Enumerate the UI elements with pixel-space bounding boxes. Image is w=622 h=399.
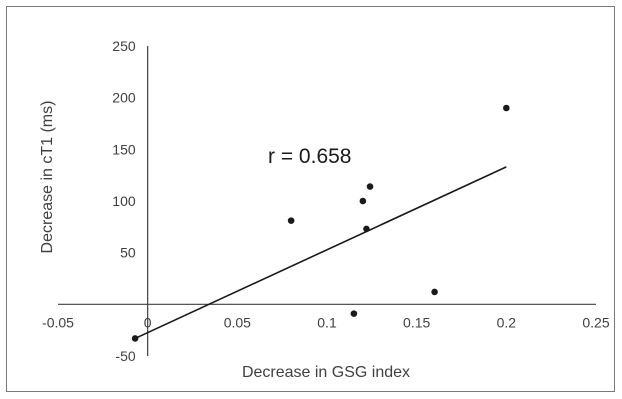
trendline-group — [134, 166, 507, 340]
data-points — [131, 104, 510, 342]
x-tick-label: -0.05 — [42, 314, 74, 330]
y-tick-label: -50 — [115, 348, 135, 364]
y-tick-label: 250 — [112, 38, 136, 54]
x-axis-title: Decrease in GSG index — [242, 364, 410, 381]
axes — [58, 46, 596, 356]
tick-labels: -0.05 0 0.05 0.1 0.15 0.2 0.25 -50 50 100 150 200 25… — [42, 38, 610, 364]
x-tick-label: 0.15 — [403, 314, 430, 330]
data-point — [366, 183, 374, 190]
data-point — [350, 310, 358, 317]
data-point — [287, 217, 295, 224]
chart-frame — [6, 6, 615, 392]
y-tick-label: 50 — [120, 245, 136, 261]
x-tick-label: 0.25 — [582, 314, 609, 330]
x-tick-label: 0.1 — [317, 314, 337, 330]
x-tick-label: 0.2 — [497, 314, 517, 330]
y-axis-title: Decrease in cT1 (ms) — [39, 101, 56, 254]
correlation-annotation: r = 0.658 — [268, 145, 351, 168]
trendline — [134, 166, 507, 340]
data-point — [363, 225, 370, 233]
data-point — [131, 335, 139, 342]
y-tick-label: 150 — [112, 141, 136, 157]
x-tick-label: 0.05 — [224, 314, 251, 330]
data-point — [431, 288, 438, 296]
x-tick-label: 0 — [144, 314, 152, 330]
data-point — [503, 104, 510, 112]
data-point — [359, 197, 367, 205]
y-tick-label: 200 — [112, 90, 136, 106]
y-tick-label: 100 — [112, 193, 136, 209]
